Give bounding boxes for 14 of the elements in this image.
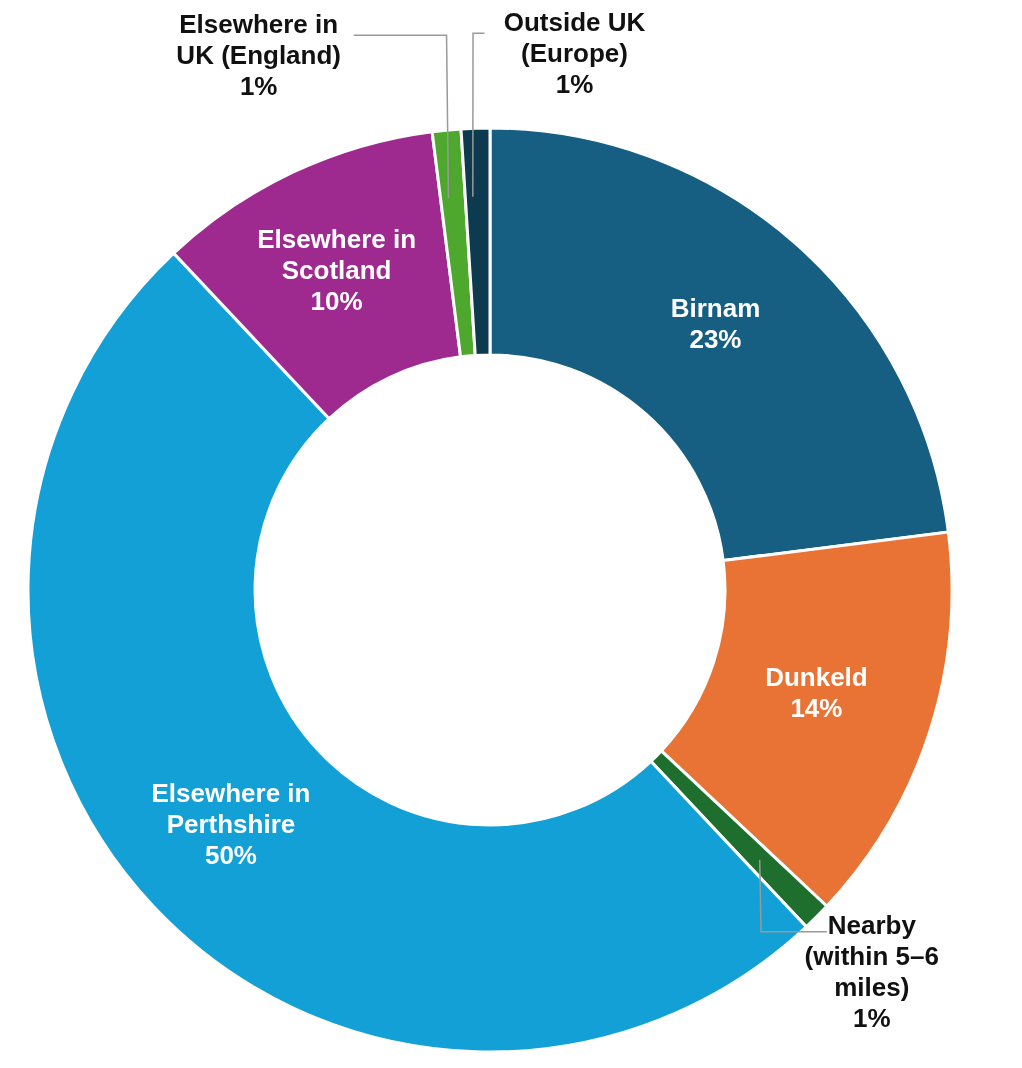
data-label: 23% [689,324,742,355]
slice-label: Elsewhere in Scotland [257,223,417,285]
slice-label: Elsewhere in UK (England) [176,9,342,71]
slice-label: Birnam [670,293,761,324]
data-label: 1% [239,71,278,102]
slice-label: Outside UK (Europe) [503,7,646,69]
slice-label: Elsewhere in Perthshire [151,777,311,839]
slice-label: Nearby (within 5–6 miles) [804,910,939,1003]
data-label: 10% [310,285,363,316]
data-label: 1% [555,69,594,100]
slice-label: Dunkeld [765,662,868,693]
data-label: 1% [853,1003,891,1034]
data-label: 50% [204,839,257,870]
data-label: 14% [790,693,843,724]
